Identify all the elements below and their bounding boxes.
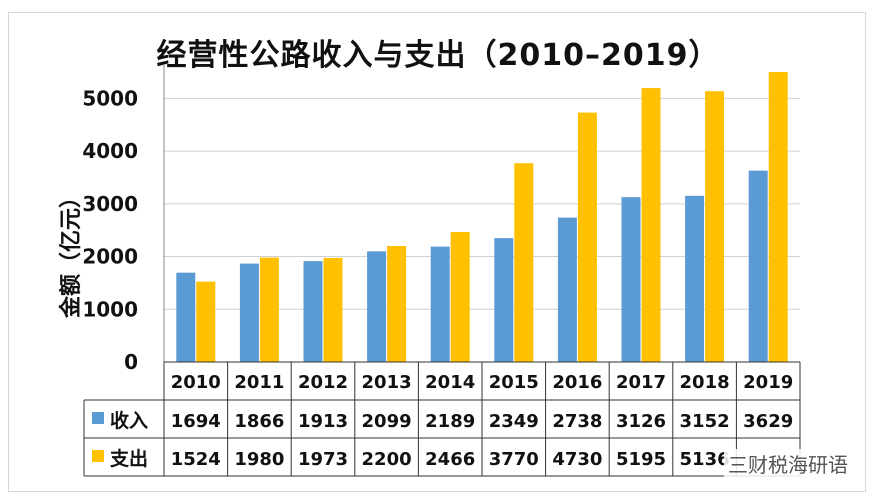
data-table-cell: 1913 (298, 411, 348, 432)
bar-income (176, 272, 196, 362)
bar-expense (196, 281, 216, 362)
x-tick-label: 2012 (298, 372, 348, 393)
data-table-cell: 3629 (743, 411, 793, 432)
data-table-cell: 2349 (489, 411, 539, 432)
legend-label: 收入 (110, 409, 148, 432)
bar-expense (577, 112, 597, 362)
chart-title: 经营性公路收入与支出（2010–2019） (156, 38, 720, 73)
data-table-cell: 5195 (616, 449, 666, 470)
data-table-cell: 3152 (680, 411, 730, 432)
watermark: 三财税海研语 (724, 449, 852, 478)
legend-swatch-income (92, 412, 104, 424)
x-tick-label: 2016 (552, 372, 602, 393)
data-table-cell: 1866 (234, 411, 284, 432)
data-table-cell: 3770 (489, 449, 539, 470)
x-tick-label: 2015 (489, 372, 539, 393)
x-tick-label: 2013 (362, 372, 412, 393)
y-tick-label: 3000 (82, 192, 138, 216)
data-table-cell: 1973 (298, 449, 348, 470)
bar-expense (768, 72, 788, 362)
bar-expense (323, 257, 343, 362)
bar-expense (514, 163, 534, 362)
y-tick-label: 1000 (82, 297, 138, 321)
legend-swatch-expense (92, 450, 104, 462)
data-table-cell: 2189 (425, 411, 475, 432)
data-table-cell: 2099 (362, 411, 412, 432)
bar-expense (259, 257, 279, 362)
bar-expense (387, 246, 407, 362)
bar-income (685, 195, 705, 362)
data-table-cell: 2738 (552, 411, 602, 432)
data-table-cell: 3126 (616, 411, 666, 432)
data-table-cell: 4730 (552, 449, 602, 470)
y-tick-label: 4000 (82, 139, 138, 163)
bar-income (303, 261, 323, 362)
bar-income (239, 263, 259, 362)
legend-label: 支出 (109, 447, 148, 470)
bar-expense (450, 231, 470, 362)
x-tick-label: 2018 (680, 372, 730, 393)
bar-income (748, 170, 768, 362)
bar-income (557, 217, 577, 362)
y-tick-label: 5000 (82, 86, 138, 110)
bar-expense (705, 91, 725, 363)
data-table-cell: 2466 (425, 449, 475, 470)
bar-income (430, 246, 450, 362)
bar-expense (641, 88, 661, 362)
y-tick-label: 0 (124, 350, 138, 374)
x-tick-label: 2017 (616, 372, 666, 393)
x-tick-label: 2010 (171, 372, 221, 393)
bar-income (494, 238, 514, 362)
bar-income (621, 197, 641, 362)
data-table-cell: 1694 (171, 411, 221, 432)
x-tick-label: 2014 (425, 372, 475, 393)
y-tick-label: 2000 (82, 245, 138, 269)
x-tick-label: 2019 (743, 372, 793, 393)
data-table-cell: 5136 (680, 449, 730, 470)
data-table-cell: 1980 (234, 449, 284, 470)
data-table-cell: 1524 (171, 449, 221, 470)
bar-income (367, 251, 387, 362)
data-table-cell: 2200 (362, 449, 412, 470)
x-tick-label: 2011 (234, 372, 284, 393)
y-axis-label: 金额（亿元） (58, 186, 84, 319)
